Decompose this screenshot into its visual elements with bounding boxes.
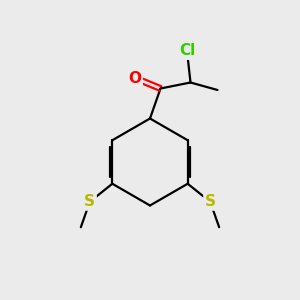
Text: S: S — [205, 194, 216, 209]
Text: O: O — [128, 70, 142, 86]
Text: S: S — [84, 194, 95, 209]
Text: Cl: Cl — [179, 44, 196, 59]
